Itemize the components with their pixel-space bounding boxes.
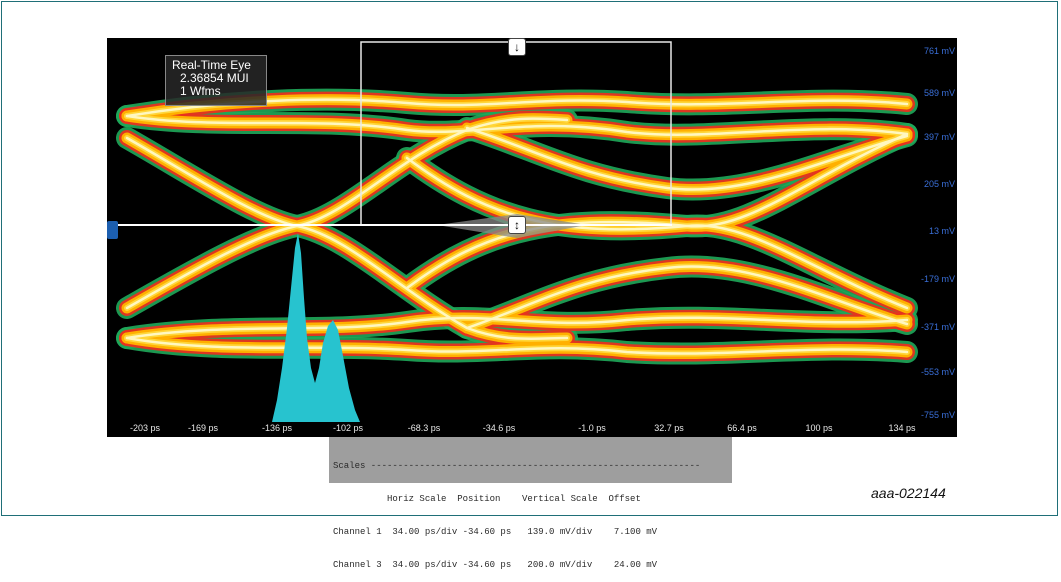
x-tick-label: -169 ps — [187, 423, 219, 433]
y-tick-label: -179 mV — [920, 274, 955, 284]
y-tick-label: -371 mV — [920, 322, 955, 332]
eye-trace — [125, 336, 909, 355]
y-tick-label: 397 mV — [923, 132, 955, 142]
x-tick-label: -203 ps — [129, 423, 161, 433]
eye-trace — [125, 136, 569, 341]
x-tick-label: 134 ps — [888, 423, 916, 433]
eye-diagram-plot — [116, 41, 918, 422]
y-tick-label: 13 mV — [928, 226, 955, 236]
eye-diagram-display: Real-Time Eye 2.36854 MUI 1 Wfms ↓ ↕ 761… — [107, 38, 957, 436]
scales-row-channel-3: Channel 3 34.00 ps/div -34.60 ps 200.0 m… — [333, 560, 658, 570]
x-tick-label: 100 ps — [805, 423, 833, 433]
figure-frame — [1, 1, 1058, 516]
readout-ui-value: 2.36854 MUI — [180, 71, 249, 85]
eye-trace — [465, 265, 909, 330]
top-drag-handle[interactable]: ↓ — [508, 38, 526, 56]
figure-caption: aaa-022144 — [871, 485, 946, 501]
y-tick-label: -553 mV — [920, 367, 955, 377]
y-tick-label: -755 mV — [920, 410, 955, 420]
x-tick-label: -102 ps — [332, 423, 364, 433]
readout-title: Real-Time Eye — [172, 58, 251, 72]
readout-box: Real-Time Eye 2.36854 MUI 1 Wfms — [165, 55, 267, 106]
crossing-histogram — [272, 233, 360, 422]
x-tick-label: -68.3 ps — [407, 423, 441, 433]
x-tick-label: 66.4 ps — [727, 423, 757, 433]
eye-trace — [125, 114, 909, 136]
x-tick-label: -136 ps — [261, 423, 293, 433]
scales-table: Scales ---------------------------------… — [329, 437, 732, 570]
x-tick-label: 32.7 ps — [654, 423, 684, 433]
scales-columns: Horiz Scale Position Vertical Scale Offs… — [333, 494, 641, 504]
x-axis: -203 ps -169 ps -136 ps -102 ps -68.3 ps -34.… — [107, 422, 957, 437]
eye-trace — [465, 126, 909, 191]
y-tick-label: 205 mV — [923, 179, 955, 189]
eye-trace — [405, 132, 909, 290]
vertical-drag-handle[interactable]: ↕ — [508, 216, 526, 234]
channel-reference-marker[interactable] — [107, 221, 118, 239]
x-tick-label: -1.0 ps — [578, 423, 606, 433]
readout-wfms: 1 Wfms — [180, 84, 221, 98]
eye-trace — [125, 98, 909, 118]
x-tick-label: -34.6 ps — [482, 423, 516, 433]
eye-trace — [125, 316, 909, 340]
scales-header: Scales ---------------------------------… — [333, 461, 701, 471]
y-tick-label: 589 mV — [923, 88, 955, 98]
eye-trace — [125, 117, 569, 310]
y-tick-label: 761 mV — [923, 46, 955, 56]
scales-row-channel-1: Channel 1 34.00 ps/div -34.60 ps 139.0 m… — [333, 527, 658, 537]
